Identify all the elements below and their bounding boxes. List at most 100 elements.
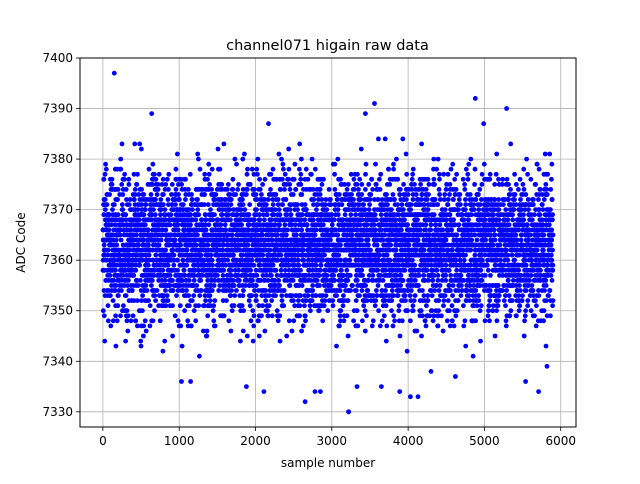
- data-point: [445, 318, 450, 323]
- data-point: [417, 273, 422, 278]
- data-point: [173, 202, 178, 207]
- data-point: [457, 222, 462, 227]
- data-point: [476, 293, 481, 298]
- data-point: [263, 298, 268, 303]
- data-point: [446, 202, 451, 207]
- data-point: [319, 263, 324, 268]
- data-point: [448, 212, 453, 217]
- data-point: [118, 167, 123, 172]
- data-point: [461, 324, 466, 329]
- data-point: [408, 293, 413, 298]
- data-point: [345, 278, 350, 283]
- data-point: [297, 142, 302, 147]
- data-point: [448, 288, 453, 293]
- data-point: [105, 202, 110, 207]
- data-point: [406, 192, 411, 197]
- data-point: [424, 303, 429, 308]
- data-point: [314, 228, 319, 233]
- data-point: [116, 187, 121, 192]
- data-point: [140, 308, 145, 313]
- data-point: [363, 172, 368, 177]
- data-point: [206, 202, 211, 207]
- data-point: [269, 273, 274, 278]
- data-point: [383, 288, 388, 293]
- data-point: [273, 192, 278, 197]
- data-point: [132, 142, 137, 147]
- data-point: [186, 187, 191, 192]
- data-point: [478, 308, 483, 313]
- data-point: [170, 182, 175, 187]
- data-point: [229, 288, 234, 293]
- data-point: [404, 152, 409, 157]
- data-point: [209, 187, 214, 192]
- data-point: [436, 273, 441, 278]
- data-point: [206, 162, 211, 167]
- data-point: [313, 167, 318, 172]
- data-point: [205, 313, 210, 318]
- data-point: [447, 268, 452, 273]
- data-point: [166, 263, 171, 268]
- data-point: [288, 207, 293, 212]
- data-point: [343, 283, 348, 288]
- data-point: [190, 207, 195, 212]
- data-point: [129, 318, 134, 323]
- data-point: [340, 202, 345, 207]
- data-point: [166, 197, 171, 202]
- data-point: [450, 162, 455, 167]
- data-point: [419, 308, 424, 313]
- data-point: [239, 222, 244, 227]
- data-point: [476, 298, 481, 303]
- data-point: [280, 298, 285, 303]
- data-point: [301, 248, 306, 253]
- data-point: [351, 318, 356, 323]
- data-point: [284, 233, 289, 238]
- data-point: [425, 197, 430, 202]
- data-point: [273, 293, 278, 298]
- data-point: [427, 182, 432, 187]
- data-point: [247, 222, 252, 227]
- data-point: [402, 268, 407, 273]
- data-point: [119, 288, 124, 293]
- data-point: [144, 329, 149, 334]
- data-point: [195, 152, 200, 157]
- data-point: [125, 329, 130, 334]
- data-point: [317, 283, 322, 288]
- data-point: [334, 293, 339, 298]
- data-point: [103, 172, 108, 177]
- data-point: [316, 202, 321, 207]
- data-point: [134, 182, 139, 187]
- data-point: [282, 288, 287, 293]
- data-point: [392, 197, 397, 202]
- data-point: [443, 278, 448, 283]
- data-point: [187, 303, 192, 308]
- data-point: [291, 278, 296, 283]
- data-point: [198, 167, 203, 172]
- data-point: [403, 293, 408, 298]
- data-point: [289, 212, 294, 217]
- data-point: [461, 303, 466, 308]
- data-point: [131, 313, 136, 318]
- data-point: [428, 228, 433, 233]
- data-point: [264, 202, 269, 207]
- data-point: [421, 273, 426, 278]
- data-point: [103, 207, 108, 212]
- data-point: [359, 238, 364, 243]
- data-point: [359, 192, 364, 197]
- data-point: [280, 177, 285, 182]
- data-point: [190, 197, 195, 202]
- data-point: [476, 192, 481, 197]
- data-point: [263, 329, 268, 334]
- data-point: [108, 273, 113, 278]
- data-point: [168, 222, 173, 227]
- data-point: [125, 308, 130, 313]
- data-point: [360, 288, 365, 293]
- data-point: [391, 324, 396, 329]
- data-point: [199, 288, 204, 293]
- data-point: [211, 318, 216, 323]
- data-point: [347, 258, 352, 263]
- data-point: [115, 318, 120, 323]
- data-point: [277, 152, 282, 157]
- data-point: [434, 167, 439, 172]
- data-point: [354, 298, 359, 303]
- data-point: [257, 177, 262, 182]
